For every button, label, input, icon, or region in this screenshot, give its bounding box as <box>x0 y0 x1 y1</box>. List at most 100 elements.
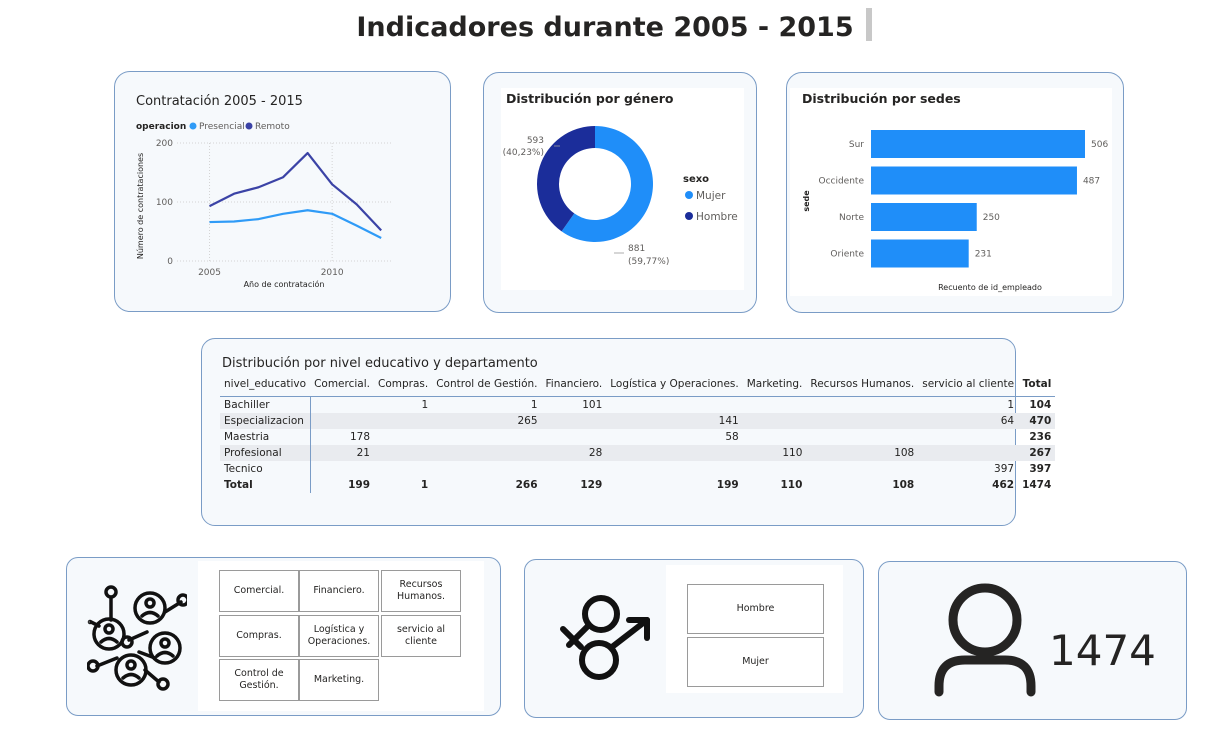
matrix-cell: 1 <box>420 479 429 491</box>
legend-mujer-marker <box>685 191 693 199</box>
matrix-row-label[interactable]: Profesional <box>220 445 311 461</box>
line-y-tick-label: 100 <box>156 198 173 208</box>
matrix-cell <box>918 429 1018 445</box>
line-y-tick-label: 0 <box>167 257 173 267</box>
matrix-cell <box>743 429 807 445</box>
matrix-cell <box>374 429 432 445</box>
matrix-cell: 28 <box>541 445 607 461</box>
department-slicer-button[interactable]: Compras. <box>219 615 299 657</box>
line-y-axis-label: Número de contrataciones <box>136 153 145 259</box>
matrix-cell <box>606 461 742 477</box>
matrix-cell <box>374 445 433 461</box>
matrix-cell: 1 <box>421 399 429 411</box>
donut-label-hombre-pct: (40,23%) <box>503 148 544 158</box>
donut-label-mujer-count: 881 <box>628 244 645 254</box>
page-title: Indicadores durante 2005 - 2015 <box>356 12 854 43</box>
matrix-column-header[interactable]: Recursos Humanos. <box>806 376 919 397</box>
team-network-icon <box>87 585 187 691</box>
gender-donut-card[interactable]: Distribución por género 593 (40,23%) 881… <box>483 72 757 313</box>
matrix-cell: 58 <box>725 431 739 443</box>
matrix-cell: 108 <box>892 479 915 491</box>
department-slicer-button[interactable]: Logística y Operaciones. <box>299 615 379 657</box>
site-bar-chart-card[interactable]: Distribución por sedes Sur 506 Occidente 48… <box>786 72 1124 313</box>
gender-slicer-button-hombre[interactable]: Hombre <box>687 584 824 634</box>
matrix-row-label[interactable]: Especializacion <box>220 413 311 429</box>
bar-value-label: 506 <box>1091 140 1108 150</box>
bar-oriente[interactable] <box>871 239 969 268</box>
hiring-line-chart: Contratación 2005 - 2015 operacion Prese… <box>136 94 391 289</box>
education-matrix-table: nivel_educativo Comercial. Compras. Control… <box>220 376 1056 493</box>
department-slicer-button[interactable]: Recursos Humanos. <box>381 570 461 612</box>
matrix-column-header[interactable]: Control de Gestión. <box>432 376 542 397</box>
legend-mujer-label: Mujer <box>696 190 726 202</box>
matrix-cell: 1474 <box>1022 479 1052 491</box>
legend-remoto-marker <box>245 122 253 130</box>
table-row: Tecnico 397 397 <box>220 461 1055 477</box>
matrix-cell <box>432 461 541 477</box>
bar-occidente[interactable] <box>871 166 1077 195</box>
site-bar-chart: Distribución por sedes Sur 506 Occidente 48… <box>802 91 1108 292</box>
line-x-axis-label: Año de contratación <box>244 279 325 289</box>
bar-category-label: Norte <box>839 213 864 223</box>
line-series-presencial[interactable] <box>209 209 382 239</box>
donut-legend-title: sexo <box>683 174 709 185</box>
matrix-cell: 199 <box>348 479 370 491</box>
line-series-remoto[interactable] <box>209 151 382 232</box>
gender-slicer-button-mujer[interactable]: Mujer <box>687 637 824 687</box>
bar-x-axis-label: Recuento de id_empleado <box>938 283 1042 292</box>
bar-value-label: 231 <box>975 250 992 260</box>
donut-slice-mujer[interactable] <box>561 126 653 242</box>
line-x-tick-label: 2010 <box>321 268 344 278</box>
line-y-tick-label: 200 <box>156 139 173 149</box>
legend-presencial-label: Presencial <box>199 122 245 132</box>
matrix-cell: 141 <box>606 413 743 429</box>
matrix-column-header[interactable]: Compras. <box>374 376 433 397</box>
matrix-row-label[interactable]: Total <box>220 477 311 493</box>
matrix-column-header[interactable]: servicio al cliente <box>918 376 1019 397</box>
matrix-cell <box>542 429 607 445</box>
matrix-row-label[interactable]: Maestria <box>220 429 311 445</box>
matrix-column-header[interactable]: Financiero. <box>541 376 607 397</box>
matrix-column-header[interactable]: Total <box>1018 376 1056 397</box>
donut-label-mujer-pct: (59,77%) <box>628 257 669 267</box>
legend-hombre-marker <box>685 212 693 220</box>
department-slicer-button[interactable]: Comercial. <box>219 570 299 612</box>
bar-category-label: Sur <box>849 140 864 150</box>
department-slicer-button[interactable]: Financiero. <box>299 570 379 612</box>
matrix-cell: 1 <box>530 399 538 411</box>
bar-value-label: 487 <box>1083 177 1100 187</box>
matrix-cell <box>310 397 374 414</box>
matrix-cell: 1 <box>1007 399 1015 411</box>
matrix-column-header[interactable]: Comercial. <box>310 376 374 397</box>
matrix-cell <box>541 413 607 429</box>
matrix-column-header[interactable]: Marketing. <box>742 376 807 397</box>
matrix-row-header: nivel_educativo <box>220 376 311 397</box>
department-slicer-button[interactable]: servicio al cliente <box>381 615 461 657</box>
education-matrix-card[interactable]: Distribución por nivel educativo y depar… <box>201 338 1056 526</box>
matrix-cell: 101 <box>582 399 603 411</box>
employee-count-card: 1474 <box>878 561 1187 720</box>
matrix-row-label[interactable]: Tecnico <box>220 461 311 477</box>
matrix-title: Distribución por nivel educativo y depar… <box>222 356 538 371</box>
matrix-cell <box>806 397 918 414</box>
gender-donut-chart: Distribución por género 593 (40,23%) 881… <box>503 91 738 267</box>
table-row: Profesional 21 28 110 108 267 <box>220 445 1056 461</box>
matrix-cell: 267 <box>1018 445 1056 461</box>
matrix-cell <box>606 445 743 461</box>
department-slicer-button[interactable]: Control de Gestión. <box>219 659 299 701</box>
hiring-line-chart-card[interactable]: Contratación 2005 - 2015 operacion Prese… <box>114 71 451 312</box>
bar-chart-title: Distribución por sedes <box>802 91 961 106</box>
bar-category-label: Oriente <box>830 250 864 260</box>
matrix-cell <box>606 397 742 414</box>
donut-slice-hombre[interactable] <box>537 126 595 232</box>
matrix-cell <box>806 461 918 477</box>
matrix-cell <box>806 429 918 445</box>
bar-norte[interactable] <box>871 203 977 231</box>
gender-symbols-icon <box>560 595 650 680</box>
bar-sur[interactable] <box>871 130 1085 158</box>
matrix-cell <box>432 445 542 461</box>
matrix-column-header[interactable]: Logística y Operaciones. <box>606 376 743 397</box>
department-slicer-button[interactable]: Marketing. <box>299 659 379 701</box>
matrix-row-label[interactable]: Bachiller <box>220 396 311 413</box>
gender-slicer-card: Hombre Mujer <box>524 559 864 718</box>
